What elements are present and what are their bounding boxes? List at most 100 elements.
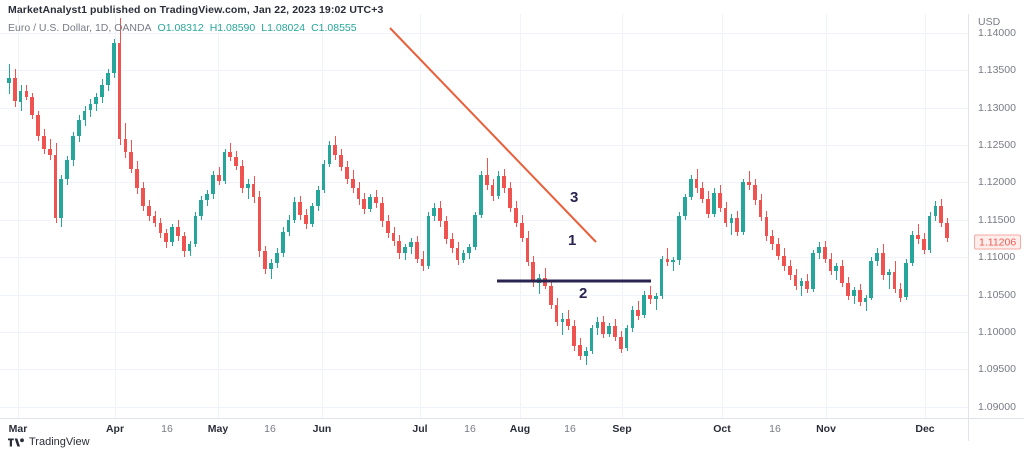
candle-body — [531, 261, 536, 283]
candle-body — [403, 246, 407, 254]
candle-body — [694, 178, 699, 189]
candle-wick — [539, 273, 540, 295]
candle-body — [578, 345, 582, 356]
candle-wick — [801, 278, 802, 297]
candle-body — [391, 233, 396, 241]
candle-wick — [836, 263, 837, 280]
time-tick-label: Aug — [509, 423, 531, 435]
candle-body — [304, 215, 308, 225]
candle-body — [735, 218, 740, 232]
candle-body — [554, 305, 559, 322]
time-scale[interactable]: Mar Apr 16 May 16 Jun Jul 16 Aug 16 Sep Oct 16 Nov Dec — [0, 418, 1024, 441]
candle-body — [892, 272, 897, 289]
price-scale[interactable]: USD 1.14000 1.13500 1.13000 1.12500 1.12000 1… — [968, 14, 1024, 418]
candle-wick — [673, 257, 674, 271]
gridline-vertical — [722, 14, 723, 418]
candle-body — [7, 77, 11, 83]
low-label: L — [261, 22, 268, 34]
candle-body — [548, 285, 553, 306]
candle-body — [595, 321, 600, 329]
candle-body — [525, 237, 530, 262]
price-tick-label: 1.10000 — [978, 326, 1016, 338]
candle-body — [42, 135, 46, 150]
open-label: O — [157, 22, 166, 34]
candle-body — [560, 318, 565, 322]
candle-wick — [50, 138, 51, 160]
candle-body — [467, 246, 472, 253]
price-tick-label: 1.10500 — [978, 288, 1016, 301]
symbol-label[interactable]: Euro / U.S. Dollar, 1D, OANDA — [8, 22, 152, 34]
candle-body — [898, 288, 903, 298]
candle-body — [170, 227, 174, 243]
chart-plot-area[interactable]: 3 1 2 — [0, 14, 968, 418]
price-tick-label: 1.09000 — [978, 400, 1016, 413]
price-tick-label: 1.13500 — [978, 64, 1016, 77]
candle-body — [875, 252, 879, 261]
publish-attribution: MarketAnalyst1 published on TradingView.… — [8, 4, 384, 16]
candle-body — [181, 236, 186, 252]
price-tick-label: 1.09500 — [978, 363, 1016, 376]
currency-unit-label: USD — [978, 16, 1001, 28]
candle-body — [840, 266, 845, 283]
candle-body — [216, 174, 221, 181]
wave-marker-1[interactable]: 1 — [568, 232, 577, 249]
candle-body — [479, 174, 483, 216]
close-value: 1.08555 — [318, 22, 357, 34]
candle-body — [222, 152, 227, 181]
candle-body — [613, 326, 617, 337]
gridline-horizontal — [0, 369, 968, 371]
candle-body — [583, 350, 588, 356]
candle-body — [135, 168, 139, 189]
candle-body — [257, 197, 262, 252]
time-tick-label: 16 — [564, 423, 576, 435]
candle-body — [263, 251, 268, 270]
time-tick-label: Nov — [816, 423, 836, 435]
wave-marker-2[interactable]: 2 — [579, 285, 588, 302]
price-tick-label: 1.11500 — [978, 213, 1016, 226]
candle-body — [863, 297, 868, 302]
candle-body — [71, 135, 75, 160]
candle-body — [648, 294, 652, 300]
candle-body — [141, 188, 145, 207]
time-tick-label: 16 — [464, 423, 476, 435]
candle-body — [665, 258, 670, 262]
candle-body — [490, 185, 495, 196]
candle-body — [764, 216, 769, 237]
gridline-vertical — [925, 14, 926, 418]
price-tick-label: 1.12500 — [978, 138, 1016, 151]
price-tick-label: 1.11000 — [978, 251, 1016, 264]
candle-body — [939, 206, 944, 223]
candle-body — [321, 163, 326, 190]
candle-body — [671, 260, 676, 262]
candle-body — [59, 178, 64, 219]
candle-body — [76, 119, 81, 136]
candle-body — [339, 155, 343, 168]
candle-body — [723, 207, 728, 223]
candle-body — [298, 201, 303, 216]
gridline-vertical — [826, 14, 827, 418]
candle-body — [729, 218, 734, 223]
candle-body — [205, 194, 209, 201]
gridline-horizontal — [0, 144, 968, 146]
candle-wick — [918, 223, 919, 244]
candle-wick — [866, 294, 867, 312]
candle-body — [379, 203, 384, 222]
candle-body — [228, 152, 233, 157]
candle-body — [822, 246, 827, 259]
candle-body — [234, 156, 238, 166]
candle-body — [269, 263, 273, 270]
candle-body — [514, 207, 518, 223]
candle-body — [851, 290, 856, 297]
candle-body — [508, 188, 512, 208]
candle-body — [65, 159, 70, 179]
wave-marker-3[interactable]: 3 — [570, 189, 579, 206]
candle-body — [187, 243, 192, 252]
scale-divider — [968, 419, 969, 441]
candle-body — [123, 138, 128, 153]
gridline-vertical — [18, 14, 19, 418]
candle-body — [700, 188, 705, 199]
candle-body — [275, 252, 279, 264]
candle-body — [292, 201, 297, 220]
candle-body — [117, 43, 122, 139]
